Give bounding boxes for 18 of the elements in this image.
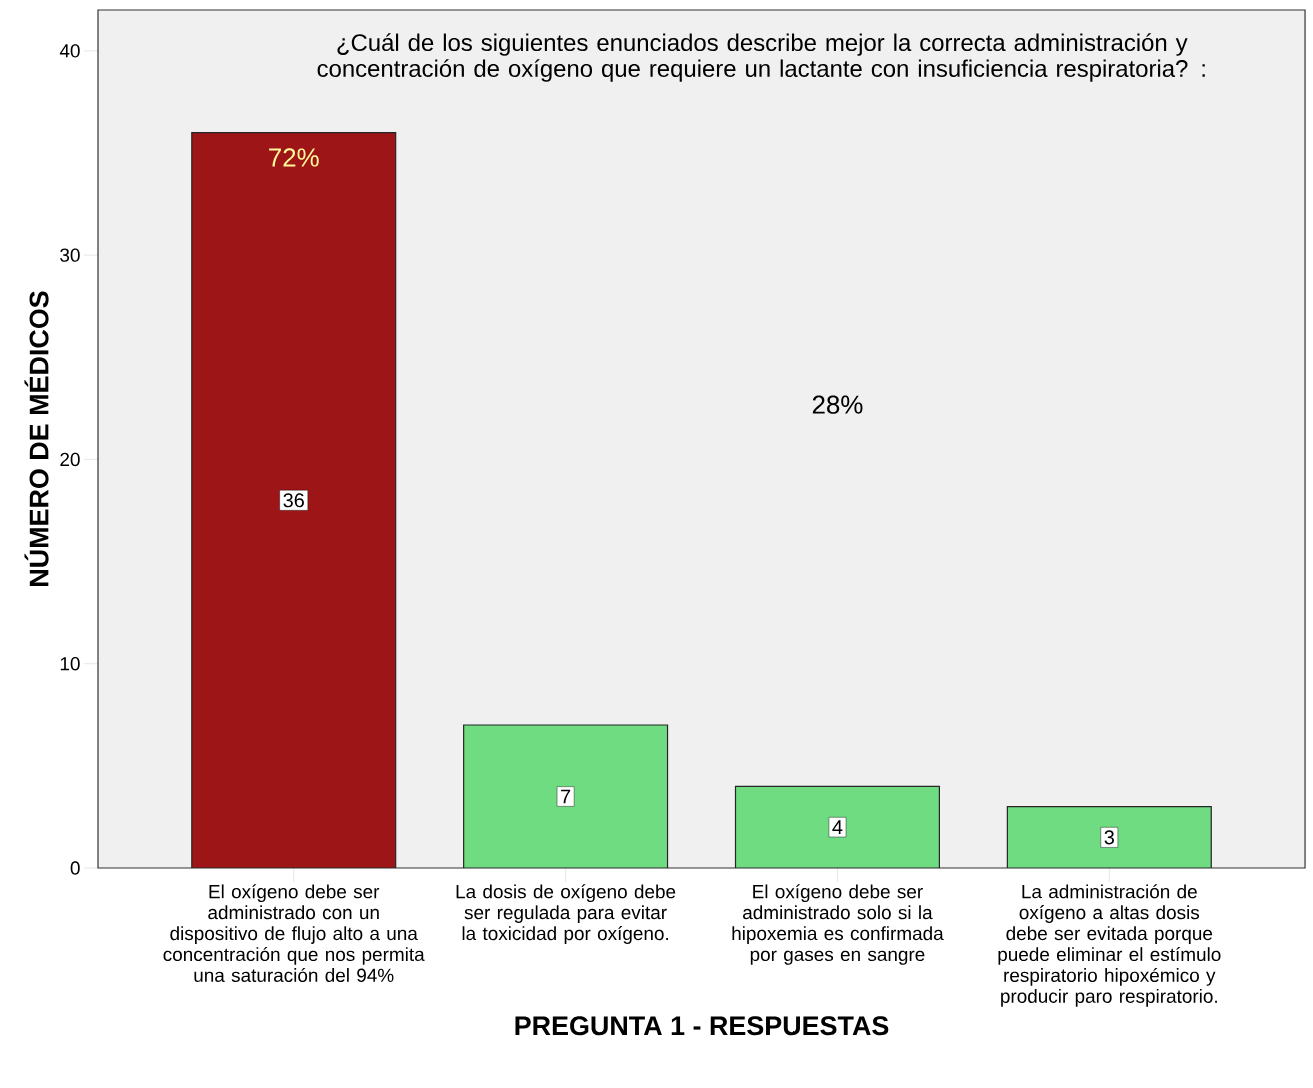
data-label: 7 <box>561 789 571 804</box>
x-tick-label: La dosis de oxígeno debe ser regulada para evitar la toxicidad por oxígeno. <box>456 884 676 944</box>
y-axis-title: NÚMERO DE MÉDICOS <box>24 291 49 586</box>
text: ¿Cuál de los siguientes enunciados describe mejor la correcta administración y concentración de oxígeno que requiere un lactante con insuficiencia respiratoria? : <box>317 33 1205 82</box>
data-label: 3 <box>1104 830 1114 845</box>
y-tick-label: 30 <box>60 248 80 262</box>
x-tick-label: La administración de oxígeno a altas dosis debe ser evitada porque puede eliminar el estímulo respiratorio hipoxémico y producir paro respiratorio. <box>998 884 1221 1007</box>
y-tick-label: 40 <box>59 44 80 58</box>
y-tick-label: 0 <box>70 861 80 875</box>
annotation: 28% <box>812 395 863 414</box>
x-tick-label: El oxígeno debe ser administrado con un dispositivo de flujo alto a una concentración que nos permita una saturación del 94% <box>163 884 425 983</box>
data-label: 4 <box>832 820 843 834</box>
y-tick-label: 10 <box>60 657 80 671</box>
data-label: 36 <box>283 493 304 508</box>
x-axis-title: PREGUNTA 1 - RESPUESTAS <box>515 1016 889 1036</box>
x-tick-label: El oxígeno debe ser administrado solo si la hipoxemia es confirmada por gases en sangre <box>732 884 944 965</box>
annotation: 72% <box>269 148 319 167</box>
y-tick-label: 20 <box>60 452 80 467</box>
